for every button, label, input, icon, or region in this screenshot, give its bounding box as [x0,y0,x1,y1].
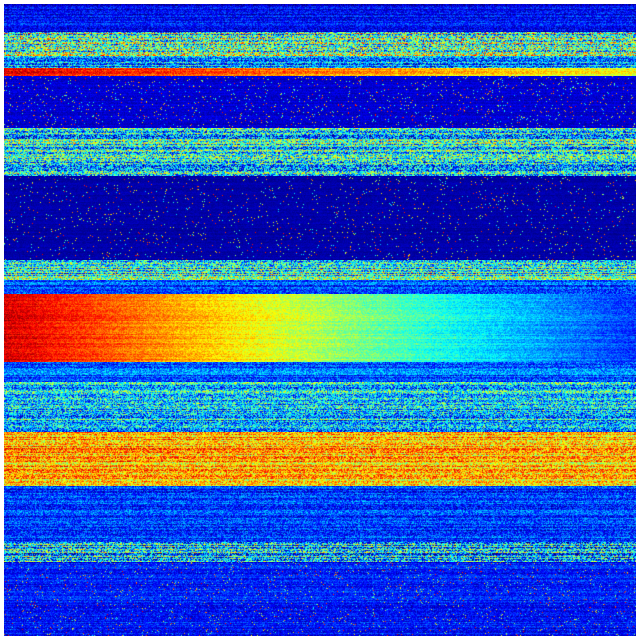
heatmap-band [4,486,636,542]
heatmap-band [4,128,636,176]
heatmap-band [4,32,636,56]
heatmap-band [4,176,636,260]
heatmap-band [4,432,636,486]
heatmap-band [4,562,636,636]
heatmap-band [4,382,636,432]
heatmap-band [4,56,636,68]
heatmap-band [4,4,636,32]
heatmap [4,4,636,636]
heatmap-band [4,294,636,362]
heatmap-band [4,260,636,280]
heatmap-band [4,68,636,76]
heatmap-band [4,280,636,294]
heatmap-band [4,542,636,562]
heatmap-band [4,362,636,382]
heatmap-band [4,76,636,128]
